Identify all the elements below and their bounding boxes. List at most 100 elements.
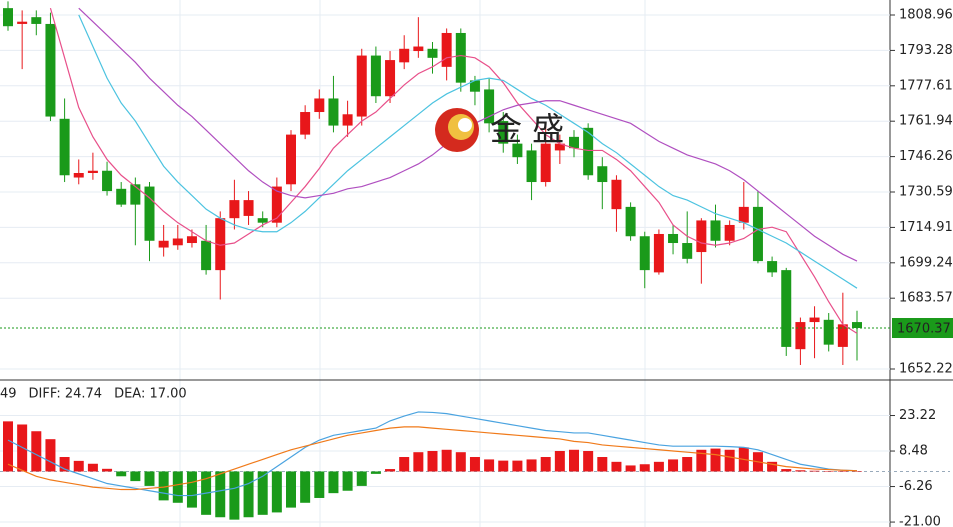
histogram-bar <box>300 471 311 503</box>
indicator-line <box>7 411 858 497</box>
candle-body <box>45 23 56 117</box>
candle-body <box>752 206 763 262</box>
candle-body <box>356 55 367 117</box>
candle-body <box>682 243 693 259</box>
last-price-tag <box>892 318 953 339</box>
histogram-bar <box>852 471 862 472</box>
y-tick-label: 23.22 <box>899 408 936 423</box>
histogram-bar <box>116 471 127 477</box>
histogram-bar <box>186 471 197 508</box>
histogram-bar <box>286 471 296 508</box>
y-tick-label: 1683.57 <box>899 291 953 306</box>
candle-body <box>724 224 735 241</box>
histogram-bar <box>271 471 282 513</box>
indicator-label: DEA: 17.00 <box>114 387 187 402</box>
candle-body <box>498 121 509 144</box>
candle-body <box>328 98 339 126</box>
histogram-bar <box>314 471 325 498</box>
candle-body <box>3 8 13 27</box>
indicator-line <box>7 426 858 491</box>
candle-body <box>639 236 650 271</box>
histogram-bar <box>540 457 551 472</box>
candle-body <box>823 319 834 345</box>
candle-body <box>144 186 155 241</box>
candle-body <box>540 143 551 183</box>
candle-body <box>583 127 594 176</box>
y-tick-label: 1746.26 <box>899 149 953 164</box>
candle-body <box>370 55 381 97</box>
candle-body <box>413 46 424 52</box>
histogram-bar <box>512 460 523 472</box>
histogram-bar <box>682 457 693 472</box>
candle-body <box>271 186 282 223</box>
candle-body <box>484 89 495 124</box>
logo-text: 金 盛 <box>490 110 564 148</box>
histogram-bar <box>45 439 56 472</box>
candle-body <box>795 322 806 350</box>
candle-body <box>399 48 410 63</box>
histogram-bar <box>767 461 778 472</box>
candle-body <box>611 179 622 210</box>
candle-body <box>73 173 84 178</box>
y-tick-label: 1699.24 <box>899 255 953 270</box>
histogram-bar <box>554 450 565 472</box>
y-tick-label: 1808.96 <box>899 7 953 22</box>
candle-body <box>569 136 579 149</box>
candle-body <box>837 324 848 347</box>
candle-body <box>710 220 721 241</box>
indicator-label: 49 <box>0 387 17 402</box>
histogram-bar <box>385 469 396 472</box>
candle-body <box>653 233 664 273</box>
candle-body <box>87 170 98 174</box>
histogram-bar <box>441 449 452 472</box>
last-price-label: 1670.37 <box>897 322 951 337</box>
candle-body <box>300 112 311 135</box>
y-tick-label: -21.00 <box>899 515 941 527</box>
histogram-bar <box>243 471 254 518</box>
histogram-bar <box>795 470 806 472</box>
histogram-bar <box>413 452 424 472</box>
histogram-bar <box>257 471 268 515</box>
candle-body <box>314 98 325 113</box>
candle-body <box>767 261 778 273</box>
histogram-bar <box>328 471 339 494</box>
histogram-bar <box>87 463 98 472</box>
candle-body <box>738 206 749 223</box>
candle-body <box>427 48 438 58</box>
histogram-bar <box>172 471 183 503</box>
logo-mark <box>458 118 472 132</box>
y-tick-label: 1730.59 <box>899 184 953 199</box>
candle-body <box>852 322 862 329</box>
histogram-bar <box>484 459 495 472</box>
candle-body <box>696 220 707 253</box>
histogram-bar <box>356 471 367 486</box>
histogram-bar <box>3 421 13 472</box>
candle-body <box>809 317 820 323</box>
candle-body <box>526 150 537 183</box>
candle-body <box>172 238 183 246</box>
histogram-bar <box>102 468 113 472</box>
histogram-bar <box>427 450 438 472</box>
histogram-bar <box>583 450 594 472</box>
y-tick-label: 8.48 <box>899 444 928 459</box>
y-tick-label: 1777.61 <box>899 78 953 93</box>
candle-body <box>243 200 254 216</box>
y-tick-label: 1652.22 <box>899 362 953 377</box>
histogram-bar <box>73 460 84 472</box>
candle-body <box>257 218 268 223</box>
candle-body <box>59 118 70 176</box>
candle-body <box>385 60 396 97</box>
candle-body <box>286 134 296 185</box>
candle-body <box>781 270 792 347</box>
moving-average-line <box>78 14 858 289</box>
histogram-bar <box>526 459 537 472</box>
y-tick-label: -6.26 <box>899 479 933 494</box>
histogram-bar <box>498 460 509 472</box>
histogram-bar <box>399 457 410 472</box>
histogram-bar <box>668 459 679 472</box>
histogram-bar <box>215 471 226 518</box>
histogram-bar <box>653 461 664 472</box>
histogram-bar <box>625 465 636 472</box>
histogram-bar <box>370 471 381 474</box>
